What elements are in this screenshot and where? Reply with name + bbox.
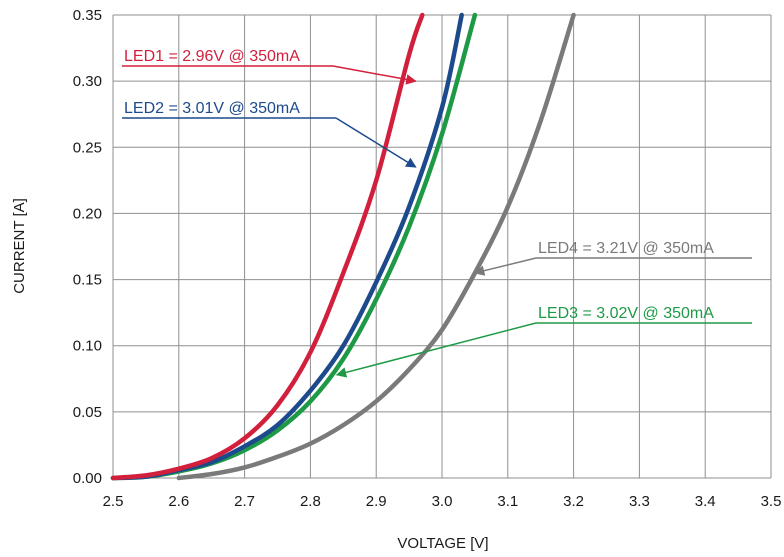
series-line-led4 (176, 12, 576, 481)
x-tick-label: 3.0 (432, 493, 453, 510)
x-tick-label: 2.5 (103, 493, 124, 510)
x-tick-label: 3.4 (695, 493, 716, 510)
annotation-led4: LED4 = 3.21V @ 350mA (473, 240, 752, 276)
series-line-led2 (110, 12, 464, 481)
x-tick-label: 3.3 (629, 493, 650, 510)
y-tick-label: 0.25 (73, 139, 102, 156)
annotations: LED1 = 2.96V @ 350mA LED2 = 3.01V @ 350mA… (122, 48, 752, 378)
x-tick-label: 2.6 (168, 493, 189, 510)
annotation-label: LED1 = 2.96V @ 350mA (124, 48, 300, 65)
annotation-led3: LED3 = 3.02V @ 350mA (335, 305, 752, 378)
y-tick-label: 0.00 (73, 470, 102, 487)
y-tick-label: 0.10 (73, 338, 102, 355)
x-tick-label: 2.8 (300, 493, 321, 510)
annotation-label: LED2 = 3.01V @ 350mA (124, 100, 300, 117)
x-tick-label: 3.5 (761, 493, 782, 510)
series-line-led1 (110, 12, 425, 481)
y-tick-label: 0.05 (73, 404, 102, 421)
x-tick-label: 2.7 (234, 493, 255, 510)
annotation-leader-arrow (335, 322, 537, 378)
x-tick-label: 3.2 (563, 493, 584, 510)
grid (112, 14, 772, 479)
y-tick-label: 0.35 (73, 7, 102, 24)
annotation-led2: LED2 = 3.01V @ 350mA (122, 100, 417, 168)
y-tick-label: 0.15 (73, 272, 102, 289)
annotation-leader-arrow (335, 117, 417, 168)
annotation-leader-arrow (332, 65, 417, 85)
x-tick-label: 3.1 (497, 493, 518, 510)
y-tick-label: 0.20 (73, 205, 102, 222)
annotation-leader-arrow (473, 257, 537, 276)
annotation-label: LED3 = 3.02V @ 350mA (538, 305, 714, 322)
annotation-led1: LED1 = 2.96V @ 350mA (122, 48, 417, 85)
annotation-label: LED4 = 3.21V @ 350mA (538, 240, 714, 257)
y-tick-label: 0.30 (73, 73, 102, 90)
x-tick-label: 2.9 (366, 493, 387, 510)
x-tick-labels: 2.5 2.6 2.7 2.8 2.9 3.0 3.1 3.2 3.3 3.4 3.5 (103, 493, 782, 510)
y-axis-label: CURRENT [A] (11, 198, 28, 294)
series-lines (110, 12, 576, 481)
y-tick-labels: 0.00 0.05 0.10 0.15 0.20 0.25 0.30 0.35 (73, 7, 102, 487)
x-axis-label: VOLTAGE [V] (397, 535, 488, 552)
